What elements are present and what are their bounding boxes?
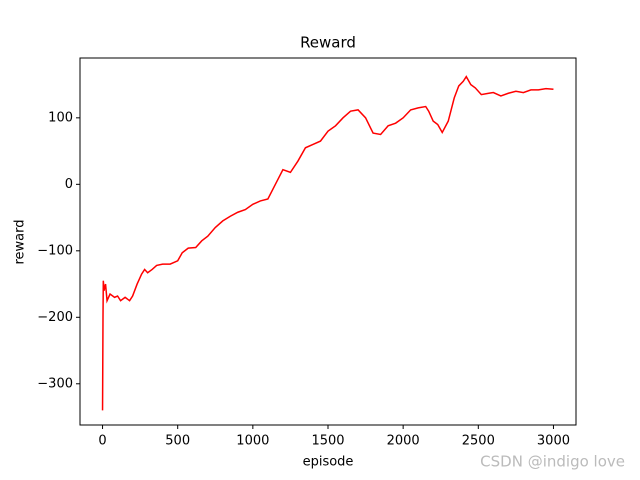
x-tick-label: 500 xyxy=(165,434,190,449)
plot-frame xyxy=(79,57,577,426)
watermark: CSDN @indigo love xyxy=(480,453,625,471)
x-tick-label: 3000 xyxy=(537,434,570,449)
y-tick-label: −100 xyxy=(37,243,73,258)
x-axis-label: episode xyxy=(303,455,354,470)
y-tick-label: −200 xyxy=(37,310,73,325)
chart-title: Reward xyxy=(300,34,356,52)
y-tick-label: 0 xyxy=(65,177,73,192)
x-tick-label: 1000 xyxy=(236,434,269,449)
y-tick-label: 100 xyxy=(48,110,73,125)
x-tick-label: 2500 xyxy=(462,434,495,449)
line xyxy=(101,75,554,411)
x-tick-label: 2000 xyxy=(387,434,420,449)
x-tick-label: 0 xyxy=(98,434,106,449)
y-tick-label: −300 xyxy=(37,376,73,391)
y-axis-label: reward xyxy=(13,219,28,264)
x-tick-label: 1500 xyxy=(311,434,344,449)
